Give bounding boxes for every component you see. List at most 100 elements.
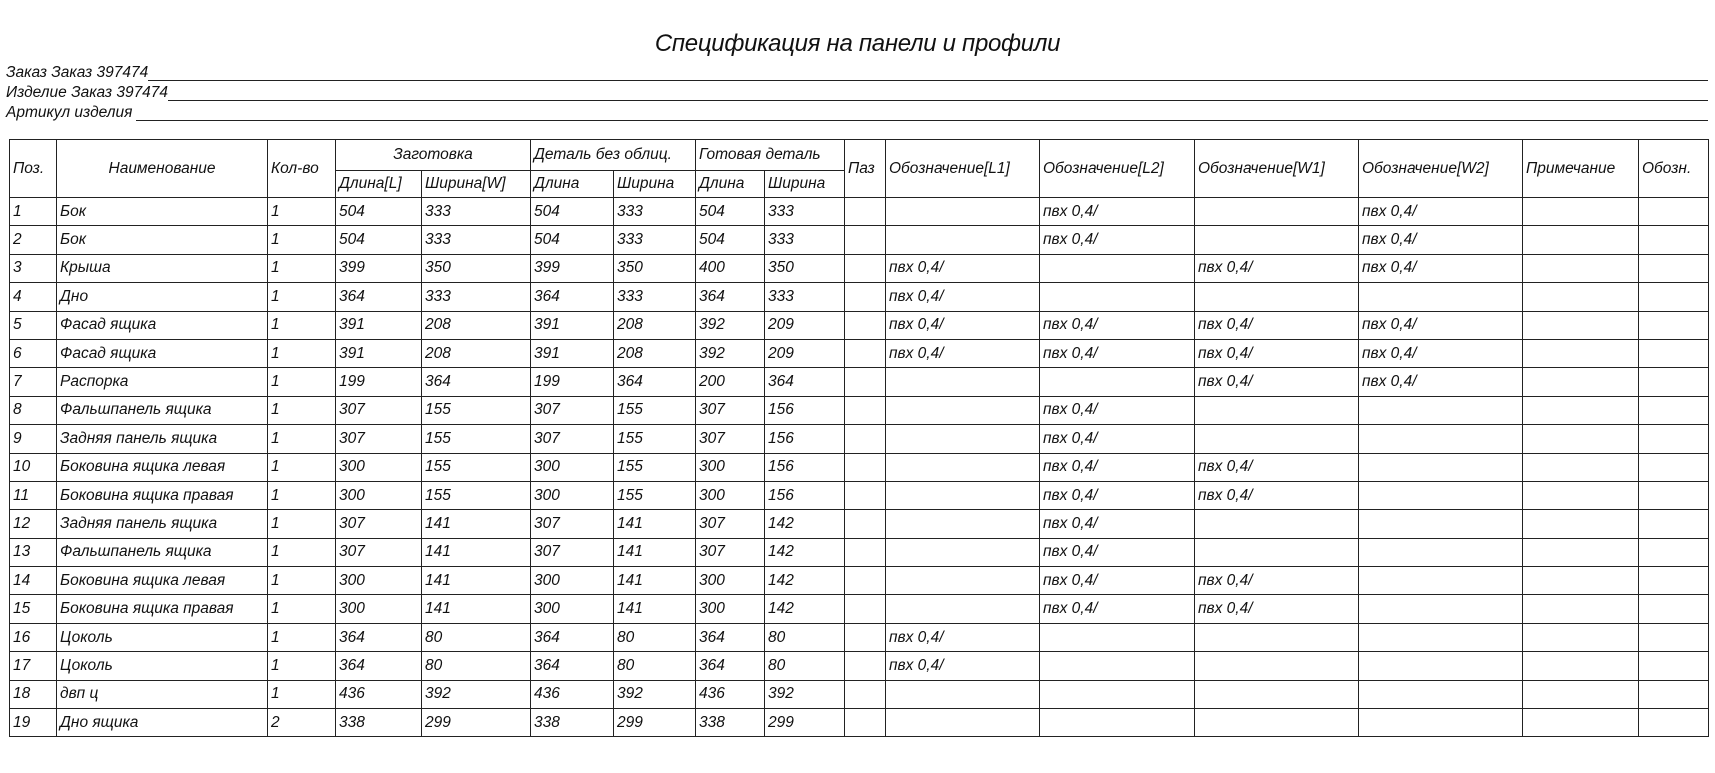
cell-note (1522, 622, 1639, 653)
cell-edge-w2 (1358, 509, 1523, 539)
cell-edge-w2 (1358, 708, 1523, 738)
header-note: Примечание (1522, 139, 1639, 198)
cell-finished-width: 364 (764, 367, 845, 397)
cell-note (1522, 196, 1639, 227)
cell-edge-w1: пвх 0,4/ (1194, 367, 1359, 397)
cell-edge-l2 (1039, 282, 1195, 312)
cell-name: Фасад ящика (56, 338, 268, 369)
cell-pos: 15 (9, 594, 57, 624)
cell-code (1638, 282, 1709, 312)
table-row: 13 Фальшпанель ящика 1 307 141 307 141 307 142 пв… (9, 537, 1709, 568)
cell-note (1522, 424, 1639, 454)
cell-edge-l1 (885, 708, 1040, 738)
cell-code (1638, 708, 1709, 738)
product-label: Изделие Заказ 397474 (6, 84, 169, 101)
cell-pos: 6 (9, 338, 57, 369)
cell-pos: 7 (9, 367, 57, 397)
cell-finished-width: 299 (764, 708, 845, 738)
cell-blank-length: 364 (335, 651, 422, 681)
cell-code (1638, 225, 1709, 255)
cell-raw-width: 80 (613, 622, 696, 653)
cell-edge-w1 (1194, 622, 1359, 653)
cell-pos: 1 (9, 196, 57, 227)
cell-edge-l2: пвх 0,4/ (1039, 566, 1195, 596)
cell-blank-length: 300 (335, 452, 422, 482)
table-row: 11 Боковина ящика правая 1 300 155 300 155 300 1… (9, 480, 1709, 511)
cell-code (1638, 196, 1709, 227)
cell-blank-length: 364 (335, 622, 422, 653)
article-label: Артикул изделия (6, 104, 133, 121)
cell-edge-l1 (885, 225, 1040, 255)
cell-groove (844, 622, 886, 653)
cell-raw-width: 141 (613, 537, 696, 568)
cell-edge-w2 (1358, 651, 1523, 681)
cell-raw-length: 300 (530, 594, 614, 624)
cell-edge-l1 (885, 679, 1040, 710)
cell-raw-length: 364 (530, 282, 614, 312)
cell-edge-l1: пвх 0,4/ (885, 622, 1040, 653)
cell-qty: 1 (267, 480, 336, 511)
cell-edge-w1 (1194, 679, 1359, 710)
cell-qty: 1 (267, 395, 336, 426)
cell-code (1638, 566, 1709, 596)
table-row: 14 Боковина ящика левая 1 300 141 300 141 300 14… (9, 566, 1709, 596)
cell-raw-width: 333 (613, 225, 696, 255)
cell-edge-l2 (1039, 622, 1195, 653)
spec-table: Поз. Наименование Кол-во Заготовка Детал… (9, 139, 1709, 738)
cell-finished-length: 307 (695, 537, 765, 568)
cell-finished-length: 338 (695, 708, 765, 738)
cell-raw-length: 307 (530, 537, 614, 568)
header-edge-w1: Обозначение[W1] (1194, 139, 1359, 198)
cell-finished-length: 364 (695, 282, 765, 312)
cell-finished-width: 156 (764, 480, 845, 511)
cell-blank-width: 333 (421, 196, 531, 227)
cell-edge-w2: пвх 0,4/ (1358, 196, 1523, 227)
cell-groove (844, 566, 886, 596)
cell-blank-length: 300 (335, 594, 422, 624)
cell-raw-length: 307 (530, 424, 614, 454)
cell-finished-length: 300 (695, 452, 765, 482)
cell-edge-w1 (1194, 708, 1359, 738)
header-qty: Кол-во (267, 139, 336, 198)
cell-edge-w1 (1194, 395, 1359, 426)
table-row: 16 Цоколь 1 364 80 364 80 364 80 пвх 0,4/ (9, 622, 1709, 653)
cell-finished-width: 142 (764, 594, 845, 624)
cell-blank-width: 141 (421, 537, 531, 568)
cell-edge-w2: пвх 0,4/ (1358, 338, 1523, 369)
cell-pos: 18 (9, 679, 57, 710)
cell-edge-w2 (1358, 424, 1523, 454)
cell-edge-l2: пвх 0,4/ (1039, 452, 1195, 482)
cell-raw-length: 300 (530, 566, 614, 596)
cell-pos: 12 (9, 509, 57, 539)
cell-edge-w1 (1194, 196, 1359, 227)
header-pos: Поз. (9, 139, 57, 198)
cell-edge-w2 (1358, 452, 1523, 482)
cell-finished-length: 436 (695, 679, 765, 710)
order-underline (148, 79, 1708, 81)
cell-edge-w2 (1358, 622, 1523, 653)
table-row: 9 Задняя панель ящика 1 307 155 307 155 307 156 п… (9, 424, 1709, 454)
cell-name: Боковина ящика левая (56, 452, 268, 482)
cell-groove (844, 537, 886, 568)
article-line: Артикул изделия (6, 102, 1708, 122)
cell-name: Дно (56, 282, 268, 312)
cell-raw-width: 299 (613, 708, 696, 738)
cell-raw-length: 300 (530, 452, 614, 482)
cell-edge-w2 (1358, 566, 1523, 596)
cell-raw-length: 391 (530, 310, 614, 340)
cell-code (1638, 452, 1709, 482)
cell-code (1638, 338, 1709, 369)
cell-raw-length: 338 (530, 708, 614, 738)
cell-note (1522, 253, 1639, 284)
cell-finished-length: 364 (695, 651, 765, 681)
cell-finished-length: 400 (695, 253, 765, 284)
cell-qty: 1 (267, 282, 336, 312)
cell-raw-width: 333 (613, 282, 696, 312)
cell-note (1522, 225, 1639, 255)
table-row: 1 Бок 1 504 333 504 333 504 333 пвх 0,4/пвх 0,4/ (9, 196, 1709, 227)
cell-name: Цоколь (56, 651, 268, 681)
cell-edge-l1 (885, 424, 1040, 454)
cell-note (1522, 310, 1639, 340)
cell-blank-width: 333 (421, 282, 531, 312)
cell-finished-length: 200 (695, 367, 765, 397)
